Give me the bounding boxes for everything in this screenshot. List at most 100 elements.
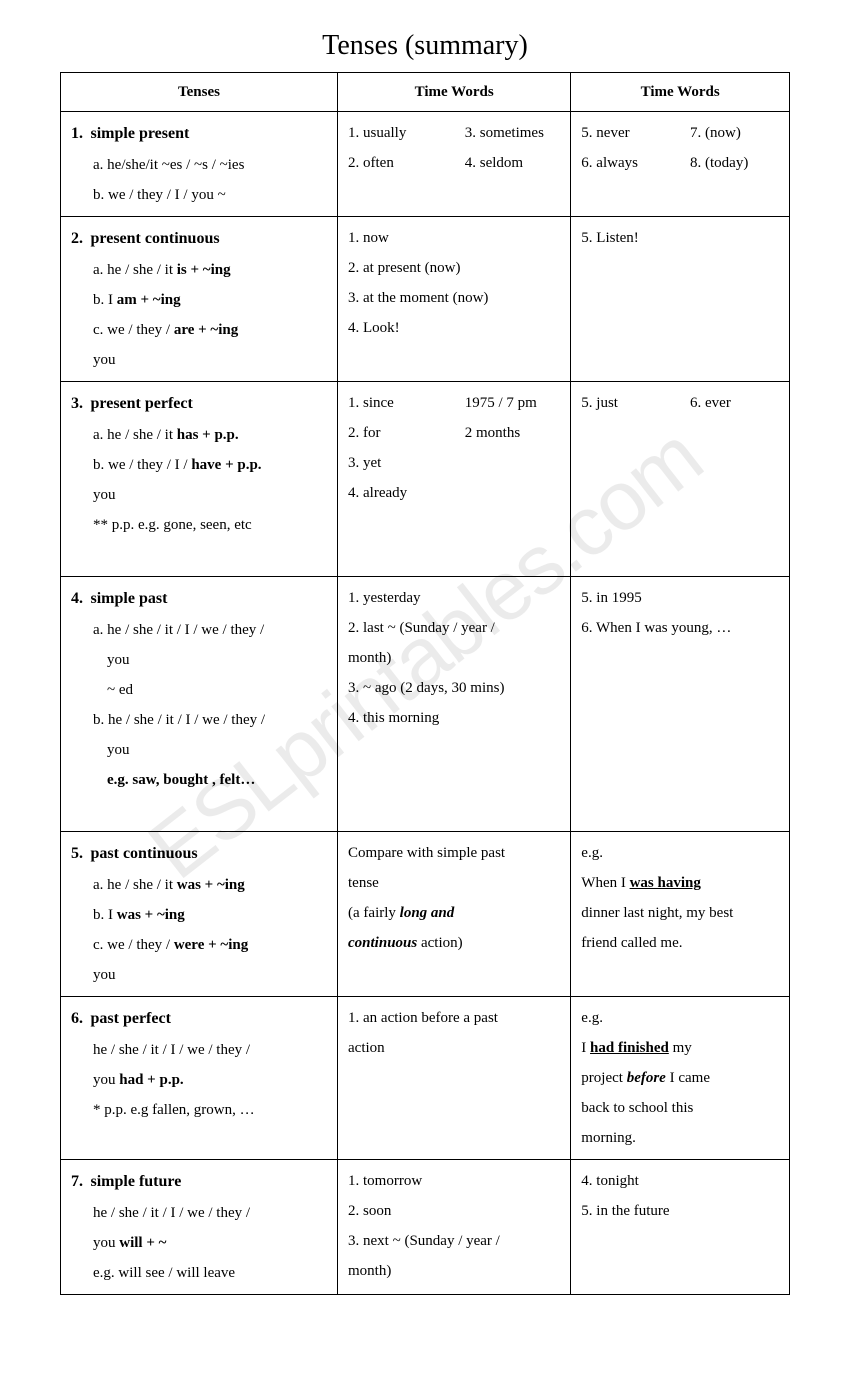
tw: 4. tonight <box>581 1166 779 1196</box>
tw: friend called me. <box>581 928 779 958</box>
timewords-cell: 4. tonight 5. in the future <box>571 1160 790 1295</box>
tense-name: present continuous <box>91 230 220 247</box>
form-line: * p.p. e.g fallen, grown, … <box>71 1095 327 1125</box>
tw: 3. yet <box>348 448 560 478</box>
tw: 1975 / 7 pm <box>465 388 537 418</box>
tw: 2. last ~ (Sunday / year / <box>348 613 560 643</box>
form-line: ** p.p. e.g. gone, seen, etc <box>71 510 327 540</box>
form-line: c. we / they / were + ~ing <box>71 930 327 960</box>
tense-number: 1. <box>71 125 83 142</box>
tw: 2. often <box>348 148 465 178</box>
table-row: 5. past continuous a. he / she / it was … <box>61 832 790 997</box>
table-row: 2. present continuous a. he / she / it i… <box>61 217 790 382</box>
tense-name: simple future <box>91 1173 182 1190</box>
timewords-cell: 1. an action before a past action <box>338 997 571 1160</box>
table-header-row: Tenses Time Words Time Words <box>61 73 790 112</box>
tw: 3. sometimes <box>465 118 544 148</box>
tw: 5. just <box>581 388 690 418</box>
timewords-cell: 1. usually3. sometimes 2. often4. seldom <box>338 112 571 217</box>
form-line: b. we / they / I / you ~ <box>71 180 327 210</box>
tw: When I was having <box>581 868 779 898</box>
timewords-cell: 1. yesterday 2. last ~ (Sunday / year / … <box>338 577 571 832</box>
tw: 3. next ~ (Sunday / year / <box>348 1226 560 1256</box>
header-timewords-1: Time Words <box>338 73 571 112</box>
tw: 3. ~ ago (2 days, 30 mins) <box>348 673 560 703</box>
tw: 4. already <box>348 478 560 508</box>
form-line: you <box>71 645 327 675</box>
form-line: e.g. saw, bought , felt… <box>71 765 327 795</box>
tense-number: 2. <box>71 230 83 247</box>
tw: 5. in the future <box>581 1196 779 1226</box>
tense-cell: 5. past continuous a. he / she / it was … <box>61 832 338 997</box>
tw: I had finished my <box>581 1033 779 1063</box>
tw: morning. <box>581 1123 779 1153</box>
tense-number: 3. <box>71 395 83 412</box>
header-tenses: Tenses <box>61 73 338 112</box>
form-line: you will + ~ <box>71 1228 327 1258</box>
tw: action <box>348 1033 560 1063</box>
form-line: he / she / it / I / we / they / <box>71 1198 327 1228</box>
tw: 6. ever <box>690 388 731 418</box>
timewords-cell: e.g. When I was having dinner last night… <box>571 832 790 997</box>
tw: 4. seldom <box>465 148 523 178</box>
tw: 1. tomorrow <box>348 1166 560 1196</box>
timewords-cell: Compare with simple past tense (a fairly… <box>338 832 571 997</box>
form-line: a. he / she / it / I / we / they / <box>71 615 327 645</box>
form-line: e.g. will see / will leave <box>71 1258 327 1288</box>
tw: 2. for <box>348 418 465 448</box>
timewords-cell: 5. just6. ever <box>571 382 790 577</box>
form-line: you <box>71 480 327 510</box>
form-line: b. we / they / I / have + p.p. <box>71 450 327 480</box>
tw: 1. now <box>348 223 560 253</box>
tense-cell: 1. simple present a. he/she/it ~es / ~s … <box>61 112 338 217</box>
table-row: 3. present perfect a. he / she / it has … <box>61 382 790 577</box>
form-line: you <box>71 345 327 375</box>
timewords-cell: 5. Listen! <box>571 217 790 382</box>
tw: 6. When I was young, … <box>581 613 779 643</box>
tw: 5. in 1995 <box>581 583 779 613</box>
tense-name: past continuous <box>91 845 198 862</box>
timewords-cell: e.g. I had finished my project before I … <box>571 997 790 1160</box>
form-line: you had + p.p. <box>71 1065 327 1095</box>
tw: 2. soon <box>348 1196 560 1226</box>
form-line: c. we / they / are + ~ing <box>71 315 327 345</box>
tw: month) <box>348 1256 560 1286</box>
table-row: 6. past perfect he / she / it / I / we /… <box>61 997 790 1160</box>
timewords-cell: 5. never7. (now) 6. always8. (today) <box>571 112 790 217</box>
table-row: 4. simple past a. he / she / it / I / we… <box>61 577 790 832</box>
tw: 2 months <box>465 418 520 448</box>
tw: 4. this morning <box>348 703 560 733</box>
form-line: b. he / she / it / I / we / they / <box>71 705 327 735</box>
tw: Compare with simple past <box>348 838 560 868</box>
tense-number: 5. <box>71 845 83 862</box>
tw: continuous action) <box>348 928 560 958</box>
tw: dinner last night, my best <box>581 898 779 928</box>
tw: back to school this <box>581 1093 779 1123</box>
tw: 2. at present (now) <box>348 253 560 283</box>
tense-cell: 6. past perfect he / she / it / I / we /… <box>61 997 338 1160</box>
tw: e.g. <box>581 1003 779 1033</box>
timewords-cell: 1. since1975 / 7 pm 2. for2 months 3. ye… <box>338 382 571 577</box>
tw: 7. (now) <box>690 118 741 148</box>
form-line: b. I was + ~ing <box>71 900 327 930</box>
tense-cell: 7. simple future he / she / it / I / we … <box>61 1160 338 1295</box>
tw: 3. at the moment (now) <box>348 283 560 313</box>
timewords-cell: 5. in 1995 6. When I was young, … <box>571 577 790 832</box>
tw: (a fairly long and <box>348 898 560 928</box>
tense-number: 4. <box>71 590 83 607</box>
tw: month) <box>348 643 560 673</box>
tw: tense <box>348 868 560 898</box>
tw: 1. since <box>348 388 465 418</box>
tw: 1. yesterday <box>348 583 560 613</box>
tw: e.g. <box>581 838 779 868</box>
form-line: a. he / she / it is + ~ing <box>71 255 327 285</box>
form-line: a. he/she/it ~es / ~s / ~ies <box>71 150 327 180</box>
tense-number: 7. <box>71 1173 83 1190</box>
form-line: he / she / it / I / we / they / <box>71 1035 327 1065</box>
tense-cell: 3. present perfect a. he / she / it has … <box>61 382 338 577</box>
form-line: ~ ed <box>71 675 327 705</box>
tense-cell: 4. simple past a. he / she / it / I / we… <box>61 577 338 832</box>
tense-name: present perfect <box>91 395 193 412</box>
tenses-table: Tenses Time Words Time Words 1. simple p… <box>60 72 790 1295</box>
tw: 4. Look! <box>348 313 560 343</box>
